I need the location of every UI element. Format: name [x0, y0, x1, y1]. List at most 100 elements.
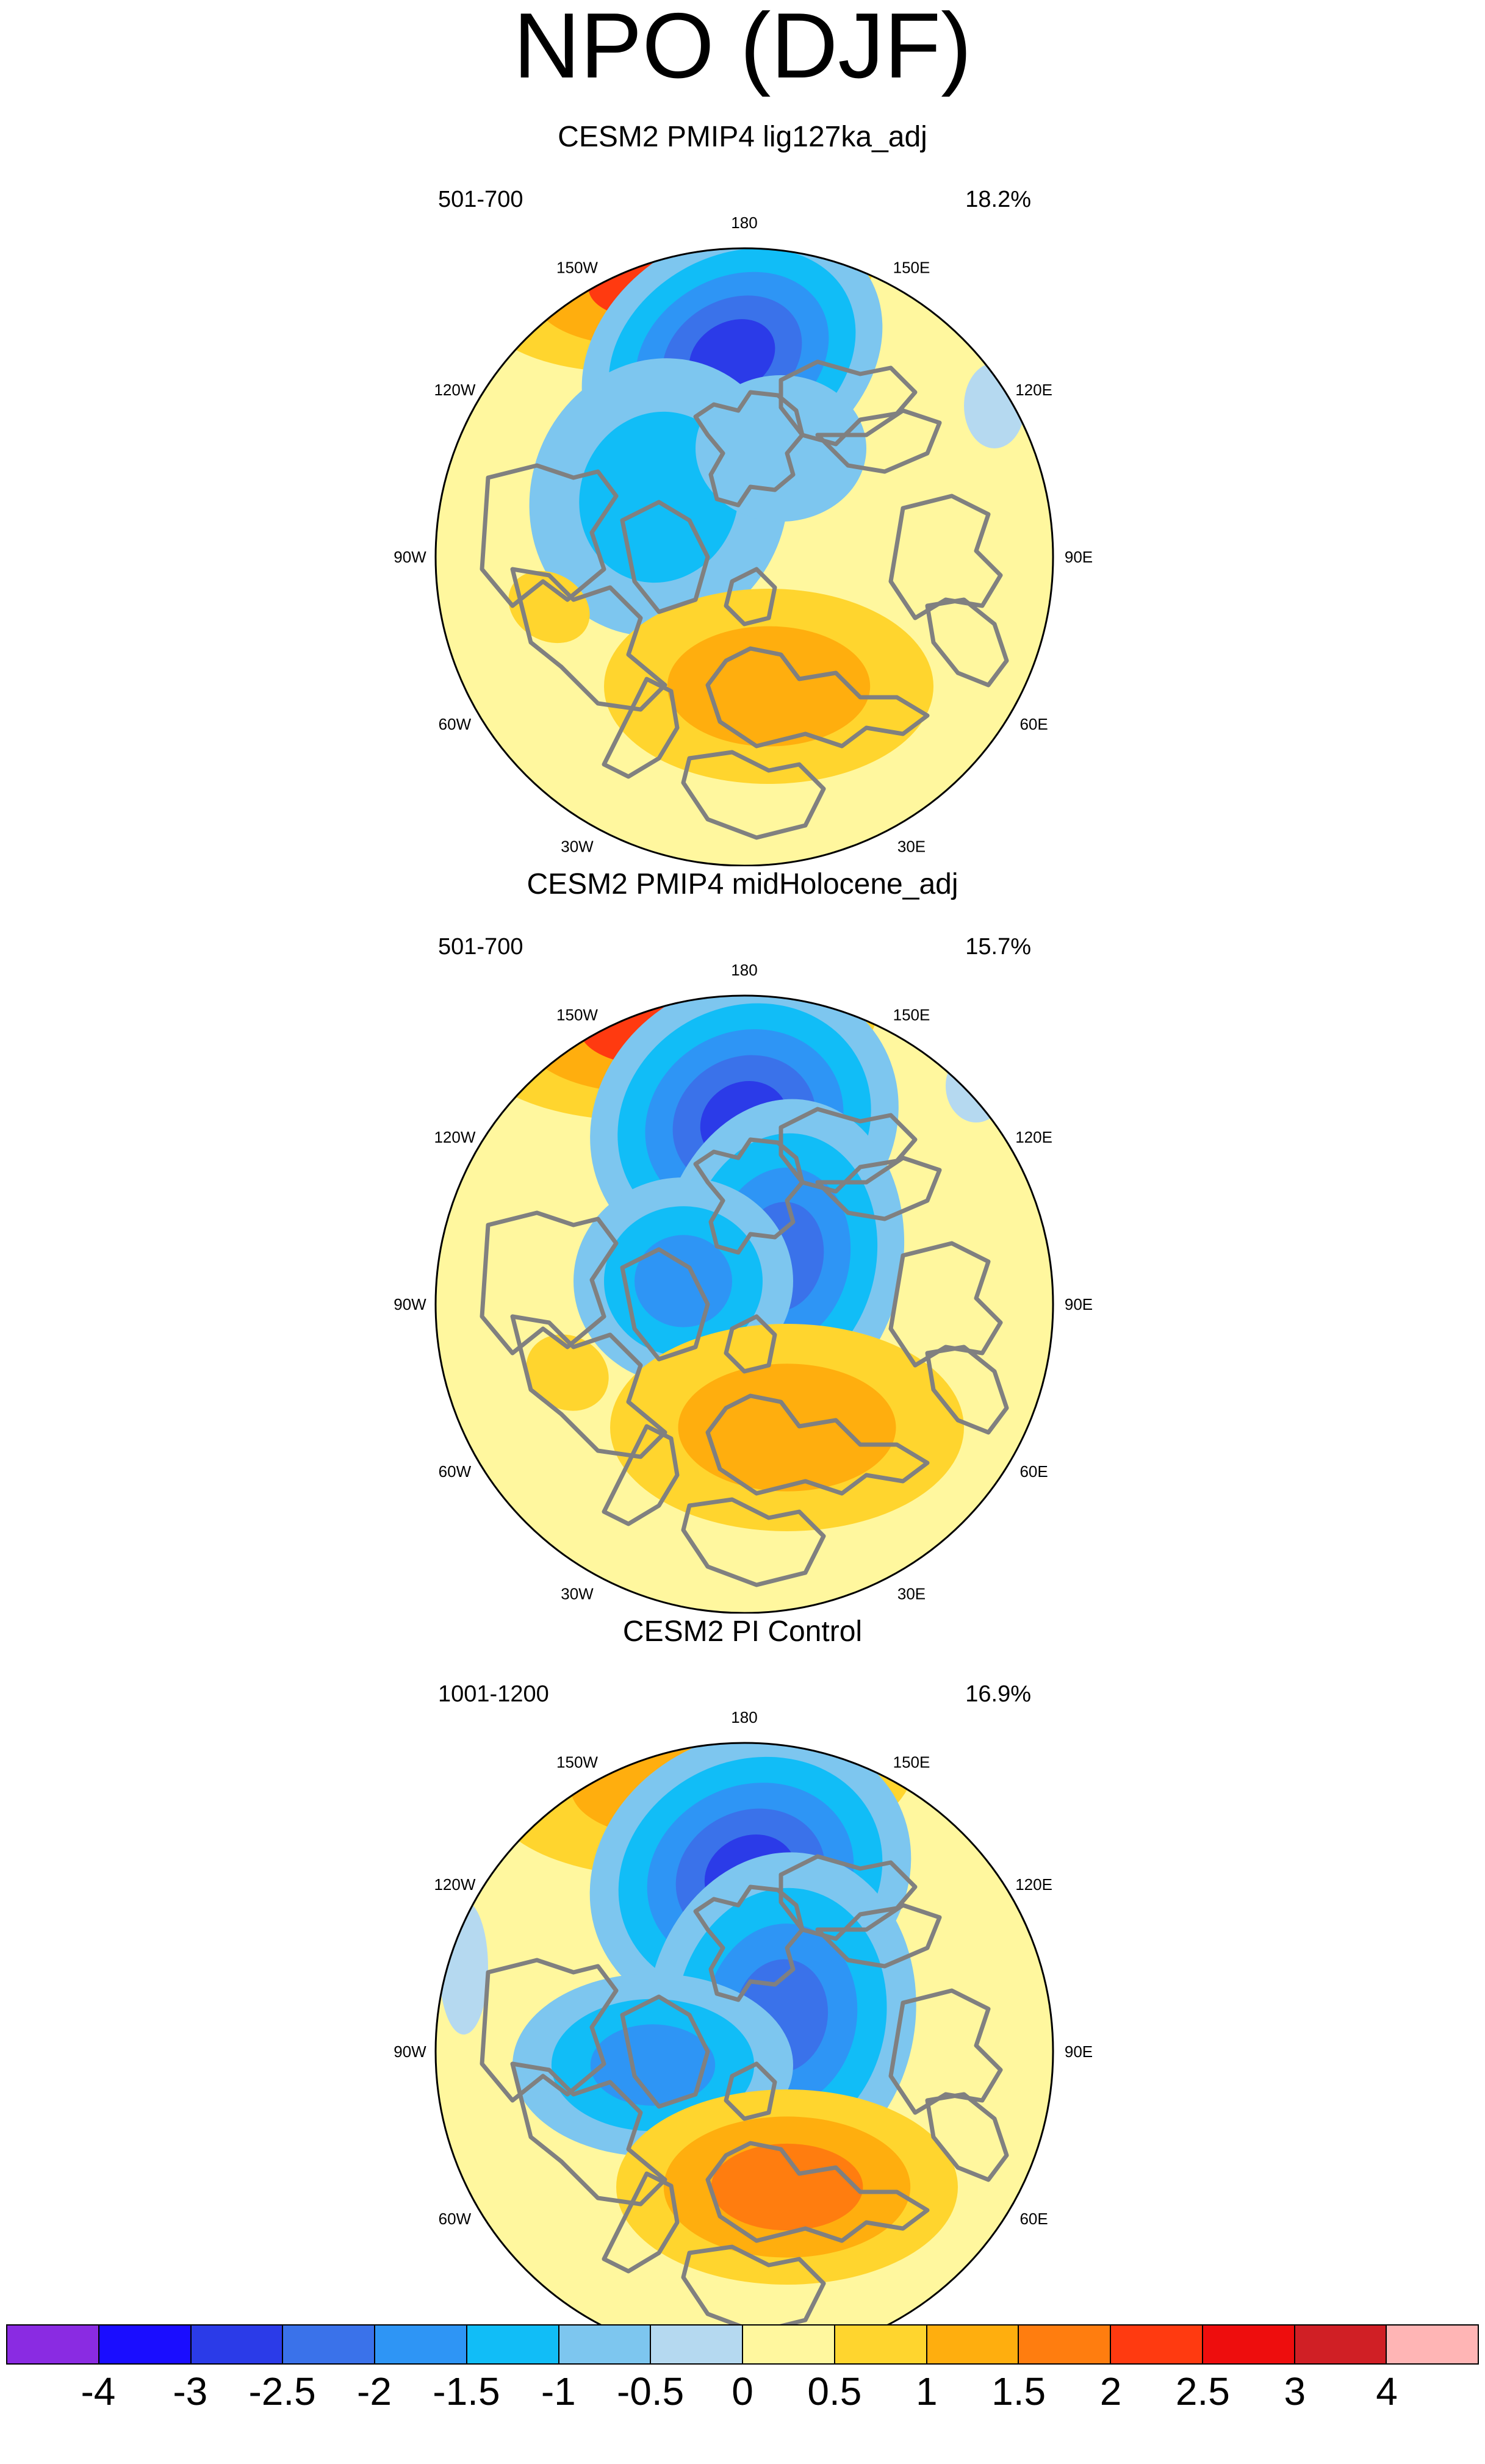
- coastline: [815, 408, 942, 474]
- colorbar-tick-label: -4: [81, 2369, 116, 2413]
- longitude-label: 60E: [1019, 715, 1048, 733]
- coastline: [815, 1155, 942, 1221]
- map-field: [436, 996, 1053, 1613]
- colorbar-tick-label: -1.5: [433, 2369, 500, 2413]
- longitude-label: 150E: [893, 1005, 930, 1024]
- colorbar-tick-label: 2.5: [1175, 2369, 1230, 2413]
- panel-variance-label: 15.7%: [965, 934, 1031, 960]
- coastline: [724, 567, 777, 627]
- figure-title: NPO (DJF): [513, 0, 972, 98]
- map-field: [436, 1743, 1053, 2360]
- anomaly-contour: [526, 1334, 609, 1411]
- panel-variance-label: 16.9%: [965, 1681, 1031, 1707]
- coastline: [620, 500, 710, 614]
- longitude-label: 150W: [556, 1005, 598, 1024]
- colorbar-tick-label: 0: [732, 2369, 753, 2413]
- colorbar-box: [651, 2326, 743, 2363]
- polar-map: 180150E120E90E60E30E030W60W90W120W150W: [394, 1708, 1093, 2361]
- longitude-label: 60W: [439, 715, 472, 733]
- panel-title: CESM2 PMIP4 lig127ka_adj: [558, 121, 927, 153]
- coastline: [925, 2092, 1009, 2182]
- colorbar-tick-label: 1: [916, 2369, 938, 2413]
- coastline: [681, 2244, 826, 2335]
- colorbar-tick-label: -0.5: [616, 2369, 685, 2413]
- longitude-label: 30E: [897, 838, 926, 856]
- coastline: [681, 1497, 826, 1587]
- colorbar-labels: -4 -3 -2.5 -2 -1.5 -1 -0.5 0 0.5 1 1.5 2 2.5 3 4: [6, 2367, 1479, 2416]
- longitude-label: 150E: [893, 1753, 930, 1771]
- anomaly-contour: [508, 570, 590, 644]
- colorbar-box: [1111, 2326, 1203, 2363]
- longitude-label: 150W: [556, 258, 598, 276]
- colorbar-box: [927, 2326, 1019, 2363]
- longitude-label: 90E: [1065, 1295, 1093, 1313]
- panel-title: CESM2 PMIP4 midHolocene_adj: [527, 868, 958, 900]
- longitude-label: 90E: [1065, 548, 1093, 566]
- panel-title: CESM2 PI Control: [622, 1615, 863, 1648]
- colorbar-box: [1295, 2326, 1387, 2363]
- map-panel-pi-control: CESM2 PI Control 1001-1200 16.9% 180 150E…: [0, 1614, 1485, 2361]
- coastline: [693, 1884, 805, 2002]
- coastline: [620, 1247, 710, 1362]
- longitude-label: 60W: [439, 2210, 472, 2228]
- colorbar-tick-label: -2: [357, 2369, 392, 2413]
- coastline: [602, 677, 680, 779]
- anomaly-contour: [667, 626, 871, 747]
- colorbar-box: [191, 2326, 284, 2363]
- colorbar-box: [1019, 2326, 1111, 2363]
- map-field: [436, 248, 1053, 866]
- longitude-label: 120E: [1015, 1128, 1052, 1146]
- coastline: [681, 750, 826, 840]
- colorbar-tick-label: 4: [1376, 2369, 1398, 2413]
- longitude-label: 180: [731, 961, 757, 979]
- coastline: [693, 390, 805, 508]
- longitude-label: 30W: [561, 1585, 594, 1603]
- coastline: [620, 1994, 710, 2109]
- coastline: [705, 1393, 930, 1496]
- colorbar-tick-label: 3: [1284, 2369, 1306, 2413]
- coastline: [815, 1903, 942, 1969]
- panel-years-label: 501-700: [438, 187, 523, 212]
- colorbar-box: [467, 2326, 559, 2363]
- coastline: [888, 494, 1003, 620]
- longitude-label: 120E: [1015, 381, 1052, 399]
- anomaly-contour: [946, 1049, 1007, 1122]
- longitude-label: 30E: [897, 1585, 926, 1603]
- coastline: [724, 1314, 777, 1374]
- coastline: [480, 1210, 619, 1356]
- longitude-label: 120W: [434, 1128, 475, 1146]
- longitude-label: 180: [731, 1708, 757, 1726]
- coastline: [705, 646, 930, 749]
- colorbar-box: [835, 2326, 927, 2363]
- polar-map: 180150E120E90E60E30E030W60W90W120W150W: [394, 214, 1093, 866]
- longitude-label: 150W: [556, 1753, 598, 1771]
- coastline: [602, 2171, 680, 2274]
- colorbar: [6, 2324, 1479, 2365]
- panel-years-label: 1001-1200: [438, 1681, 549, 1707]
- colorbar-tick-label: 2: [1099, 2369, 1122, 2413]
- coastline: [480, 463, 619, 608]
- map-boundary: [434, 994, 1054, 1614]
- coastline: [925, 597, 1009, 688]
- longitude-label: 120E: [1015, 1875, 1052, 1894]
- colorbar-box: [1387, 2326, 1478, 2363]
- colorbar-tick-label: -3: [173, 2369, 208, 2413]
- coastline: [925, 1345, 1009, 1435]
- longitude-label: 120W: [434, 381, 475, 399]
- longitude-label: 60E: [1019, 1462, 1048, 1481]
- coastline: [602, 1424, 680, 1526]
- colorbar-box: [743, 2326, 835, 2363]
- coastline: [510, 1314, 667, 1459]
- colorbar-box: [99, 2326, 192, 2363]
- colorbar-box: [283, 2326, 375, 2363]
- longitude-label: 60E: [1019, 2210, 1048, 2228]
- longitude-label: 60W: [439, 1462, 472, 1481]
- colorbar-box: [7, 2326, 99, 2363]
- anomaly-contour: [711, 2143, 863, 2231]
- longitude-label: 30W: [561, 838, 594, 856]
- coastline: [888, 1241, 1003, 1368]
- panel-variance-label: 18.2%: [965, 187, 1031, 212]
- panel-years-label: 501-700: [438, 934, 523, 960]
- longitude-label: 150E: [893, 258, 930, 276]
- colorbar-box: [559, 2326, 652, 2363]
